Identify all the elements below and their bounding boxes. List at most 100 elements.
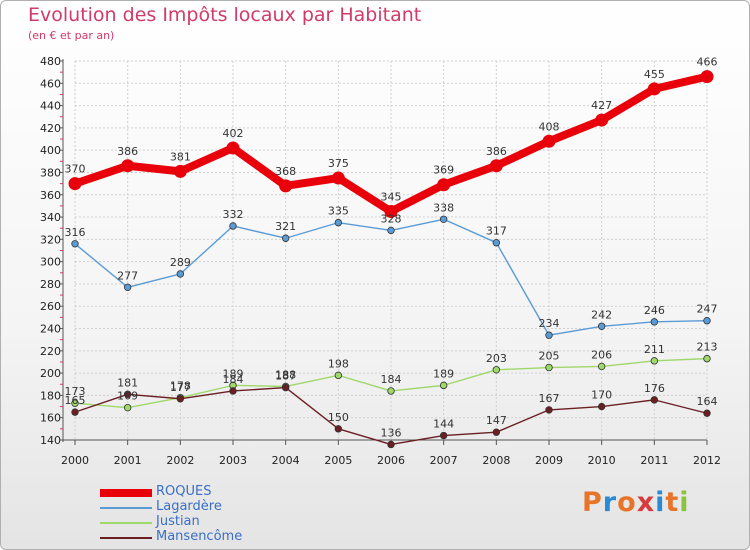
x-tick-label: 2003 — [219, 454, 247, 467]
data-label: 369 — [433, 164, 454, 177]
data-label: 184 — [381, 373, 402, 386]
logo-letter: r — [602, 487, 618, 518]
legend-label: Justian — [156, 514, 200, 529]
data-point — [334, 371, 343, 380]
x-tick-label: 2008 — [482, 454, 510, 467]
data-point — [387, 387, 395, 395]
data-point — [176, 395, 185, 403]
data-label: 167 — [539, 392, 560, 405]
legend: ROQUES Lagardère Justian Mansencôme — [100, 484, 320, 545]
data-point — [281, 383, 290, 392]
proxiti-logo: Proxiti — [582, 487, 690, 518]
data-label: 176 — [644, 382, 665, 395]
data-label: 375 — [328, 157, 349, 170]
x-tick-label: 2001 — [114, 454, 142, 467]
data-label: 164 — [697, 395, 718, 408]
data-label: 402 — [223, 127, 244, 140]
data-label: 345 — [381, 190, 402, 203]
y-tick-label: 480 — [40, 55, 61, 68]
data-point — [226, 141, 240, 155]
legend-item: Lagardère — [100, 499, 320, 515]
data-label: 242 — [591, 308, 612, 321]
data-label: 234 — [539, 317, 560, 330]
data-label: 144 — [433, 418, 454, 431]
data-label: 177 — [170, 381, 191, 394]
data-point — [595, 113, 609, 127]
y-tick-label: 380 — [40, 166, 61, 179]
data-point — [597, 402, 606, 411]
data-point — [173, 164, 187, 178]
data-label: 189 — [223, 367, 244, 380]
data-point — [545, 331, 553, 339]
data-label: 408 — [539, 120, 560, 133]
legend-label: ROQUES — [156, 484, 212, 499]
y-tick-label: 260 — [40, 300, 61, 313]
x-tick-label: 2010 — [588, 454, 616, 467]
y-tick-label: 420 — [40, 122, 61, 135]
data-point — [331, 171, 345, 185]
data-label: 247 — [697, 303, 718, 316]
data-label: 368 — [275, 165, 296, 178]
data-point — [545, 363, 553, 372]
data-label: 206 — [591, 348, 612, 361]
data-label: 381 — [170, 150, 191, 163]
legend-swatch — [100, 522, 152, 524]
data-label: 386 — [117, 145, 138, 158]
data-label: 386 — [486, 145, 507, 158]
data-label: 203 — [486, 352, 507, 365]
data-label: 338 — [433, 201, 454, 214]
data-label: 328 — [381, 212, 402, 225]
y-tick-label: 240 — [40, 323, 61, 336]
x-tick-label: 2011 — [640, 454, 668, 467]
y-tick-label: 360 — [40, 189, 61, 202]
data-point — [123, 403, 132, 412]
data-label: 136 — [381, 426, 402, 439]
y-tick-label: 340 — [40, 211, 61, 224]
legend-swatch — [100, 489, 152, 497]
y-tick-label: 440 — [40, 100, 61, 113]
data-label: 332 — [223, 208, 244, 221]
data-label: 169 — [117, 390, 138, 403]
data-point — [650, 396, 659, 404]
logo-letter: i — [655, 487, 666, 518]
y-tick-label: 280 — [40, 278, 61, 291]
x-tick-label: 2006 — [377, 454, 405, 467]
data-label: 178 — [170, 380, 191, 393]
data-label: 150 — [328, 411, 349, 424]
data-point — [334, 218, 343, 227]
data-label: 455 — [644, 68, 665, 81]
x-tick-label: 2007 — [430, 454, 458, 467]
data-point — [334, 425, 343, 433]
data-point — [68, 177, 82, 191]
data-point — [489, 159, 503, 173]
x-tick-label: 2005 — [324, 454, 352, 467]
data-label: 188 — [275, 368, 296, 381]
data-point — [597, 362, 606, 371]
data-point — [703, 354, 711, 363]
data-label: 181 — [117, 376, 138, 389]
data-point — [71, 408, 79, 416]
data-point — [387, 226, 395, 235]
y-tick-label: 180 — [40, 389, 61, 402]
data-label: 277 — [117, 269, 138, 282]
logo-letter: i — [679, 487, 690, 518]
legend-item: Mansencôme — [100, 529, 320, 545]
data-point — [492, 366, 501, 374]
data-point — [700, 70, 714, 84]
chart-subtitle: (en € et par an) — [28, 29, 115, 42]
data-label: 370 — [65, 163, 86, 176]
data-label: 317 — [486, 225, 507, 238]
y-tick-label: 320 — [40, 233, 61, 246]
data-label: 173 — [65, 385, 86, 398]
data-point — [71, 240, 79, 248]
data-label: 289 — [170, 256, 191, 269]
data-label: 205 — [539, 350, 560, 363]
data-point — [439, 215, 448, 223]
data-point — [545, 406, 553, 414]
data-point — [437, 178, 451, 192]
data-point — [71, 399, 79, 407]
data-point — [176, 270, 185, 278]
